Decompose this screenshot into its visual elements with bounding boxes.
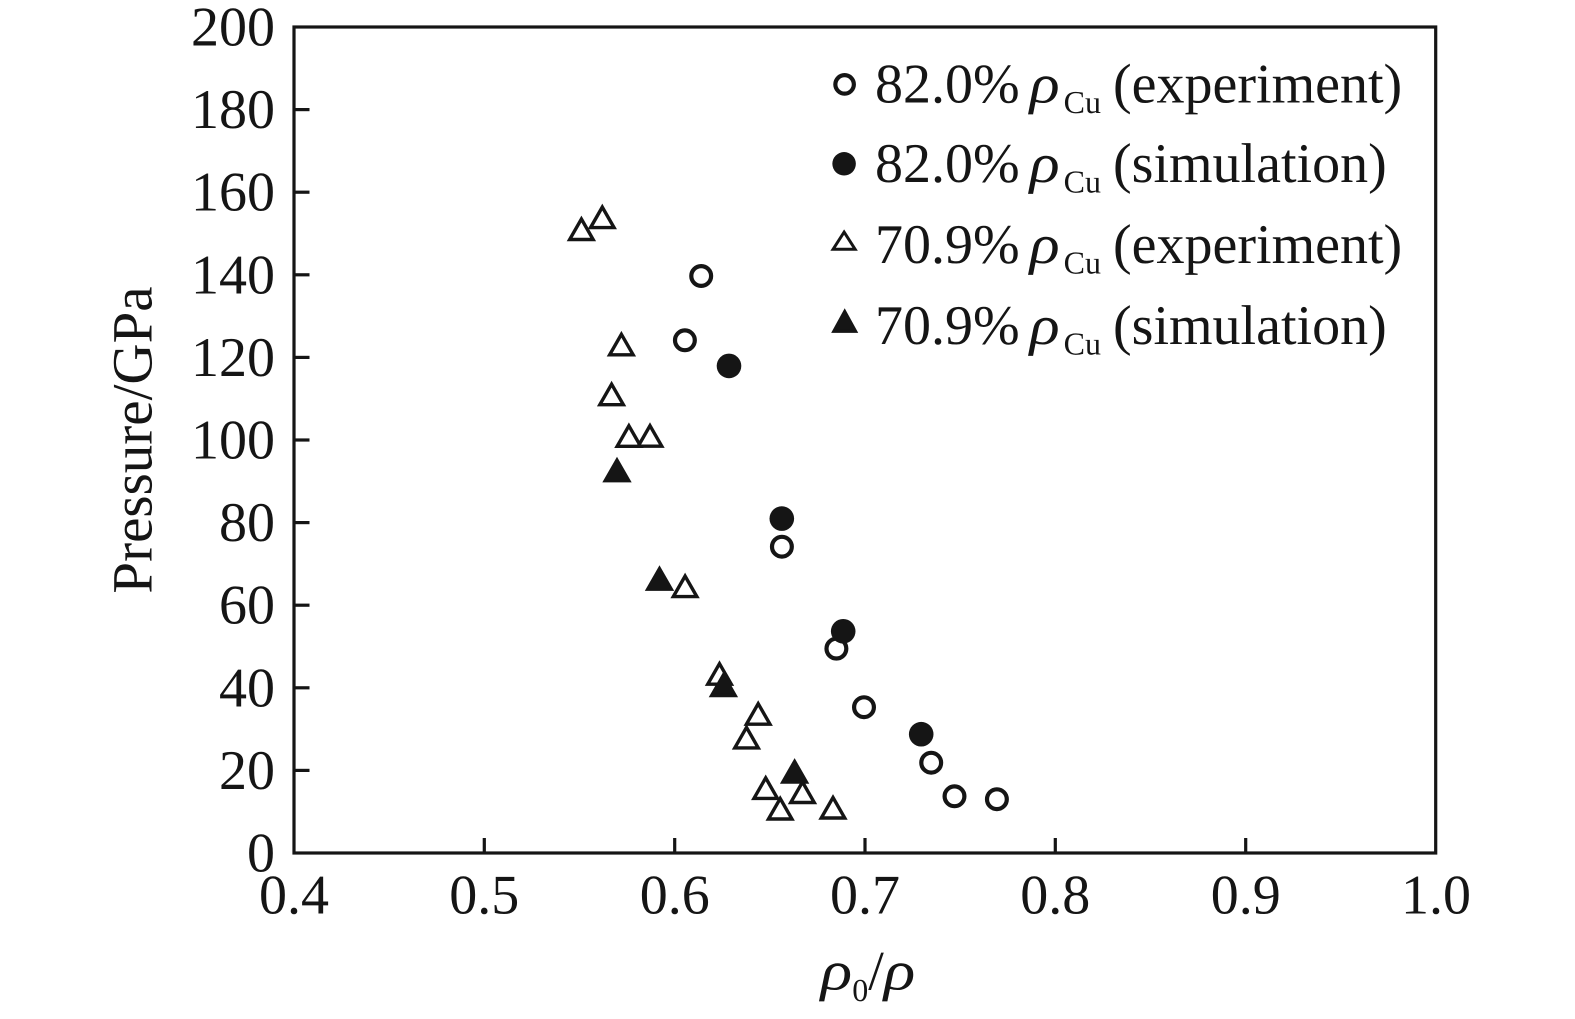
- svg-text:82.0% ρCu (simulation): 82.0% ρ Cu (simulation): [875, 133, 1387, 200]
- svg-text:ρ0/ρ: ρ0/ρ: [818, 941, 915, 1009]
- svg-text:Pressure/GPa: Pressure/GPa: [102, 286, 165, 593]
- svg-text:82.0% ρCu (experiment): 82.0% ρ Cu (experiment): [875, 53, 1402, 120]
- svg-text:40: 40: [219, 657, 275, 719]
- svg-text:180: 180: [191, 79, 275, 141]
- svg-text:200: 200: [191, 0, 275, 59]
- svg-text:80: 80: [219, 492, 275, 554]
- svg-text:70.9% ρCu (experiment): 70.9% ρ Cu (experiment): [875, 214, 1402, 281]
- svg-text:160: 160: [191, 162, 275, 224]
- svg-text:0: 0: [247, 823, 275, 885]
- svg-text:0.7: 0.7: [830, 865, 900, 927]
- svg-text:120: 120: [191, 327, 275, 389]
- svg-text:0.4: 0.4: [259, 865, 329, 927]
- svg-text:60: 60: [219, 575, 275, 637]
- svg-text:0.6: 0.6: [640, 865, 710, 927]
- svg-text:140: 140: [191, 244, 275, 306]
- svg-text:0.8: 0.8: [1020, 865, 1090, 927]
- svg-text:0.9: 0.9: [1211, 865, 1281, 927]
- svg-text:0.5: 0.5: [449, 865, 519, 927]
- svg-text:1.0: 1.0: [1401, 865, 1471, 927]
- svg-text:70.9% ρCu (simulation): 70.9% ρ Cu (simulation): [875, 295, 1387, 362]
- svg-text:20: 20: [219, 740, 275, 802]
- svg-text:100: 100: [191, 410, 275, 472]
